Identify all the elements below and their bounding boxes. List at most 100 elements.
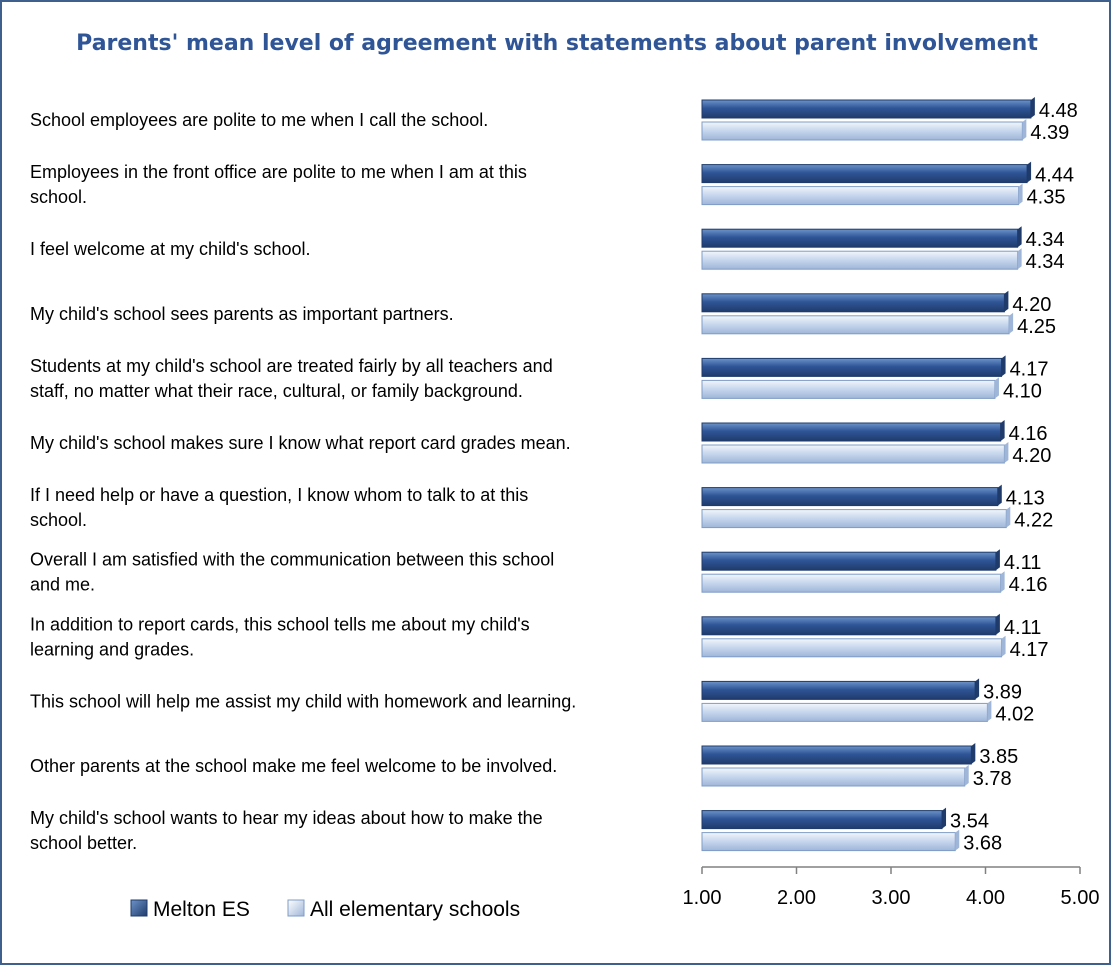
value-label-melton: 3.85 — [979, 746, 1018, 768]
category-label: Overall I am satisfied with the communic… — [30, 550, 554, 595]
category-label: This school will help me assist my child… — [30, 691, 576, 711]
legend: Melton ES All elementary schools — [130, 898, 520, 921]
bar-melton-cap — [995, 549, 1000, 571]
bar-all-elementary-cap — [1004, 442, 1009, 463]
bar-all-elementary — [701, 121, 1023, 141]
x-axis: 1.00 2.00 3.00 4.00 5.00 — [683, 867, 1100, 909]
legend-swatch-all-elementary — [287, 899, 305, 917]
legend-label-melton: Melton ES — [153, 898, 250, 921]
category-label-line: school. — [30, 510, 87, 530]
value-label-all-elementary: 4.17 — [1010, 639, 1049, 661]
bar-melton — [701, 422, 1002, 442]
bar-all-elementary — [701, 702, 988, 722]
value-label-melton: 4.20 — [1012, 294, 1051, 316]
category-labels: School employees are polite to me when I… — [30, 110, 576, 853]
bar-melton-cap — [1030, 97, 1035, 118]
category-label-line: Other parents at the school make me feel… — [30, 756, 557, 776]
value-label-all-elementary: 4.16 — [1009, 574, 1048, 596]
bar-melton — [701, 293, 1005, 313]
category-label: I feel welcome at my child's school. — [30, 239, 311, 259]
category-label: Employees in the front office are polite… — [30, 162, 527, 207]
bar-melton — [701, 487, 999, 507]
bar-all-elementary-cap — [987, 700, 992, 722]
bar-all-elementary — [701, 379, 996, 399]
value-label-all-elementary: 4.39 — [1030, 122, 1069, 144]
value-label-all-elementary: 3.68 — [963, 833, 1002, 855]
bar-all-elementary-cap — [1000, 571, 1005, 593]
bar-melton-cap — [1027, 161, 1032, 183]
category-label-line: School employees are polite to me when I… — [30, 110, 488, 130]
bar-melton — [701, 357, 1003, 377]
category-label: My child's school sees parents as import… — [30, 304, 454, 324]
value-label-melton: 4.11 — [1004, 617, 1041, 639]
bar-melton — [701, 551, 997, 571]
bar-all-elementary-cap — [1022, 119, 1027, 140]
category-label-line: My child's school wants to hear my ideas… — [30, 808, 543, 828]
bar-melton-cap — [997, 484, 1002, 506]
category-label: In addition to report cards, this school… — [30, 614, 530, 659]
value-label-all-elementary: 4.25 — [1017, 316, 1056, 338]
category-label-line: Overall I am satisfied with the communic… — [30, 550, 554, 570]
bar-all-elementary — [701, 832, 956, 852]
value-label-melton: 4.16 — [1009, 423, 1048, 445]
x-tick-label: 2.00 — [777, 887, 816, 909]
bar-melton-cap — [1001, 355, 1006, 377]
category-label-line: school better. — [30, 833, 137, 853]
bar-all-elementary — [701, 444, 1005, 464]
value-label-melton: 3.89 — [983, 681, 1022, 703]
bar-melton-cap — [1017, 226, 1022, 248]
value-label-all-elementary: 4.34 — [1026, 251, 1065, 273]
x-tick-label: 5.00 — [1061, 887, 1100, 909]
bar-melton-cap — [942, 807, 947, 829]
category-label-line: My child's school makes sure I know what… — [30, 433, 571, 453]
category-label-line: and me. — [30, 575, 95, 595]
bar-melton-cap — [1004, 290, 1009, 312]
bar-melton-cap — [995, 613, 1000, 635]
value-label-melton: 3.54 — [950, 811, 989, 833]
bar-all-elementary — [701, 573, 1002, 593]
value-label-all-elementary: 3.78 — [973, 768, 1012, 790]
value-label-melton: 4.44 — [1035, 165, 1074, 187]
bar-melton-cap — [1000, 420, 1005, 441]
category-label: My child's school makes sure I know what… — [30, 433, 571, 453]
x-tick-label: 1.00 — [683, 887, 722, 909]
bar-all-elementary — [701, 250, 1019, 270]
bar-all-elementary-cap — [1018, 183, 1023, 205]
bar-all-elementary — [701, 315, 1010, 335]
bar-melton — [701, 745, 972, 765]
bar-all-elementary — [701, 186, 1020, 206]
value-label-melton: 4.17 — [1010, 358, 1049, 380]
legend-label-all-elementary: All elementary schools — [310, 898, 520, 921]
bars — [701, 97, 1035, 852]
value-labels: 4.484.394.444.354.344.344.204.254.174.10… — [950, 100, 1078, 855]
bar-melton — [701, 99, 1032, 119]
bar-all-elementary-cap — [1017, 248, 1022, 270]
bar-all-elementary-cap — [955, 829, 960, 851]
category-label-line: learning and grades. — [30, 639, 194, 659]
category-label-line: staff, no matter what their race, cultur… — [30, 381, 523, 401]
bar-all-elementary-cap — [1001, 635, 1006, 657]
bar-melton — [701, 810, 943, 830]
category-label-line: I feel welcome at my child's school. — [30, 239, 311, 259]
category-label-line: Employees in the front office are polite… — [30, 162, 527, 182]
value-label-melton: 4.34 — [1026, 229, 1065, 251]
category-label-line: If I need help or have a question, I kno… — [30, 485, 528, 505]
bar-all-elementary-cap — [964, 765, 969, 786]
category-label-line: Students at my child's school are treate… — [30, 356, 553, 376]
bar-melton-cap — [975, 678, 980, 700]
category-label: My child's school wants to hear my ideas… — [30, 808, 543, 853]
legend-swatch-melton — [130, 899, 148, 917]
bar-melton-cap — [971, 743, 976, 764]
category-label: School employees are polite to me when I… — [30, 110, 488, 130]
bar-all-elementary-cap — [1009, 312, 1014, 334]
category-label-line: school. — [30, 187, 87, 207]
bar-all-elementary — [701, 767, 966, 787]
category-label: Students at my child's school are treate… — [30, 356, 553, 401]
chart-title: Parents' mean level of agreement with st… — [76, 31, 1038, 56]
category-label: Other parents at the school make me feel… — [30, 756, 557, 776]
value-label-all-elementary: 4.22 — [1014, 510, 1053, 532]
x-tick-label: 4.00 — [966, 887, 1005, 909]
bar-melton — [701, 616, 997, 636]
value-label-melton: 4.11 — [1004, 552, 1041, 574]
